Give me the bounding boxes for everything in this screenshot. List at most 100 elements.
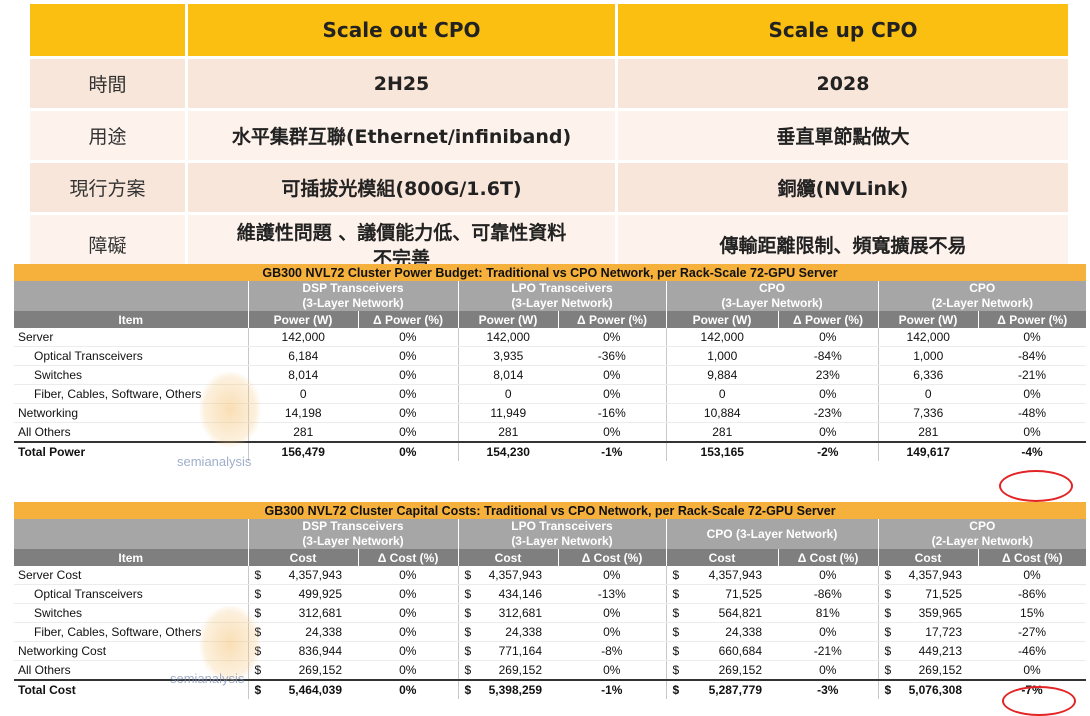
currency-symbol: $ bbox=[884, 625, 892, 639]
group-line1: DSP Transceivers bbox=[302, 281, 404, 295]
cost-amount: 5,287,779 bbox=[708, 683, 762, 697]
delta-cell: 0% bbox=[978, 660, 1087, 681]
row-item-label: Switches bbox=[14, 365, 248, 385]
scale-up-value: 銅纜(NVLink) bbox=[618, 160, 1068, 212]
cost-cell: $5,398,259 bbox=[457, 679, 558, 699]
power-group-dsp: DSP Transceivers (3-Layer Network) bbox=[247, 281, 458, 311]
delta-cell: 0% bbox=[558, 603, 666, 623]
cost-table-title: GB300 NVL72 Cluster Capital Costs: Tradi… bbox=[14, 502, 1087, 519]
delta-cell: 0% bbox=[358, 328, 458, 347]
cost-cell: $71,525 bbox=[877, 584, 978, 604]
cost-cell: $17,723 bbox=[877, 622, 978, 642]
value-cell: 281 bbox=[877, 422, 978, 443]
comparison-header-scale-up: Scale up CPO bbox=[618, 4, 1068, 56]
table-row: Optical Transceivers $499,925 0% $434,146 -1… bbox=[14, 584, 1087, 604]
cost-amount: 17,723 bbox=[925, 625, 962, 639]
cost-cell: $771,164 bbox=[457, 641, 558, 661]
comparison-row-usage: 用途 水平集群互聯(Ethernet/infiniband) 垂直單節點做大 bbox=[30, 108, 1068, 160]
delta-cell: 81% bbox=[778, 603, 878, 623]
group-line1: LPO Transceivers bbox=[511, 281, 613, 295]
currency-symbol: $ bbox=[884, 683, 892, 697]
currency-symbol: $ bbox=[464, 683, 472, 697]
table-row: Switches $312,681 0% $312,681 0% $564,821 81% $… bbox=[14, 603, 1087, 623]
delta-cell: 0% bbox=[558, 422, 666, 443]
power-subheader-row: Item Power (W) Δ Power (%) Power (W) Δ P… bbox=[14, 311, 1087, 328]
delta-cell: -4% bbox=[978, 441, 1087, 461]
delta-cell: -3% bbox=[778, 679, 878, 699]
cost-group-cpo2: CPO (2-Layer Network) bbox=[877, 519, 1087, 549]
scale-out-value: 2H25 bbox=[188, 56, 618, 108]
currency-symbol: $ bbox=[254, 606, 262, 620]
power-group-lpo: LPO Transceivers (3-Layer Network) bbox=[457, 281, 666, 311]
cost-subheader-row: Item Cost Δ Cost (%) Cost Δ Cost (%) Cos… bbox=[14, 549, 1087, 566]
col-cost: Cost bbox=[877, 549, 978, 566]
cost-cell: $269,152 bbox=[665, 660, 778, 681]
value-cell: 142,000 bbox=[457, 328, 558, 347]
cost-amount: 5,464,039 bbox=[288, 683, 342, 697]
table-row: All Others $269,152 0% $269,152 0% $269,152 0%… bbox=[14, 660, 1087, 681]
cost-cell: $499,925 bbox=[247, 584, 358, 604]
value-cell: 7,336 bbox=[877, 403, 978, 423]
table-row: All Others 281 0% 281 0% 281 0% 281 0% bbox=[14, 422, 1087, 443]
currency-symbol: $ bbox=[884, 644, 892, 658]
value-cell: 9,884 bbox=[665, 365, 778, 385]
cost-amount: 312,681 bbox=[298, 606, 342, 620]
cost-cell: $312,681 bbox=[457, 603, 558, 623]
cost-amount: 4,357,943 bbox=[488, 568, 542, 582]
cost-cell: $269,152 bbox=[457, 660, 558, 681]
cost-amount: 24,338 bbox=[725, 625, 762, 639]
delta-cell: 0% bbox=[778, 566, 878, 585]
value-cell: 11,949 bbox=[457, 403, 558, 423]
delta-cell: 0% bbox=[558, 365, 666, 385]
comparison-header-row: Scale out CPO Scale up CPO bbox=[30, 4, 1068, 56]
semianalysis-logo-watermark bbox=[200, 606, 260, 681]
group-line1: CPO bbox=[758, 281, 785, 295]
currency-symbol: $ bbox=[672, 606, 680, 620]
delta-cell: 0% bbox=[358, 346, 458, 366]
cost-cell: $5,464,039 bbox=[247, 679, 358, 699]
delta-cell: -16% bbox=[558, 403, 666, 423]
currency-symbol: $ bbox=[464, 587, 472, 601]
semianalysis-watermark-text: semianalysis bbox=[170, 671, 245, 686]
col-power: Power (W) bbox=[247, 311, 358, 328]
comparison-header-blank bbox=[30, 4, 188, 56]
value-cell: 3,935 bbox=[457, 346, 558, 366]
value-cell: 0 bbox=[457, 384, 558, 404]
table-row: Server Cost $4,357,943 0% $4,357,943 0% $4,35… bbox=[14, 566, 1087, 585]
value-cell: 10,884 bbox=[665, 403, 778, 423]
delta-cell: 15% bbox=[978, 603, 1087, 623]
group-line1: CPO (3-Layer Network) bbox=[706, 526, 838, 541]
row-item-label: Total Power bbox=[14, 441, 248, 461]
delta-cell: 0% bbox=[778, 660, 878, 681]
cost-amount: 359,965 bbox=[918, 606, 962, 620]
row-item-label: Fiber, Cables, Software, Others bbox=[14, 622, 248, 642]
power-group-cpo2: CPO (2-Layer Network) bbox=[877, 281, 1087, 311]
cost-item-header-cell bbox=[14, 519, 248, 549]
delta-cell: 0% bbox=[558, 622, 666, 642]
group-line2: (3-Layer Network) bbox=[511, 534, 613, 548]
currency-symbol: $ bbox=[884, 606, 892, 620]
delta-cell: 0% bbox=[358, 365, 458, 385]
value-cell: 281 bbox=[665, 422, 778, 443]
table-row: Total Power 156,479 0% 154,230 -1% 153,165 -2%… bbox=[14, 441, 1087, 461]
cost-group-lpo: LPO Transceivers (3-Layer Network) bbox=[457, 519, 666, 549]
col-delta-power: Δ Power (%) bbox=[557, 311, 666, 328]
power-item-header: Item bbox=[14, 311, 248, 328]
cost-amount: 660,684 bbox=[718, 644, 762, 658]
cost-amount: 499,925 bbox=[298, 587, 342, 601]
delta-cell: 0% bbox=[358, 384, 458, 404]
currency-symbol: $ bbox=[464, 663, 472, 677]
cost-amount: 269,152 bbox=[918, 663, 962, 677]
col-delta-cost: Δ Cost (%) bbox=[777, 549, 878, 566]
cost-amount: 269,152 bbox=[718, 663, 762, 677]
delta-cell: -86% bbox=[778, 584, 878, 604]
cost-cell: $434,146 bbox=[457, 584, 558, 604]
group-line2: (3-Layer Network) bbox=[302, 296, 404, 310]
row-item-label: Server Cost bbox=[14, 566, 248, 585]
cost-cell: $836,944 bbox=[247, 641, 358, 661]
delta-cell: -86% bbox=[978, 584, 1087, 604]
comparison-header-scale-out: Scale out CPO bbox=[188, 4, 618, 56]
cost-cell: $24,338 bbox=[247, 622, 358, 642]
row-label: 現行方案 bbox=[30, 160, 188, 212]
cost-item-header: Item bbox=[14, 549, 248, 566]
